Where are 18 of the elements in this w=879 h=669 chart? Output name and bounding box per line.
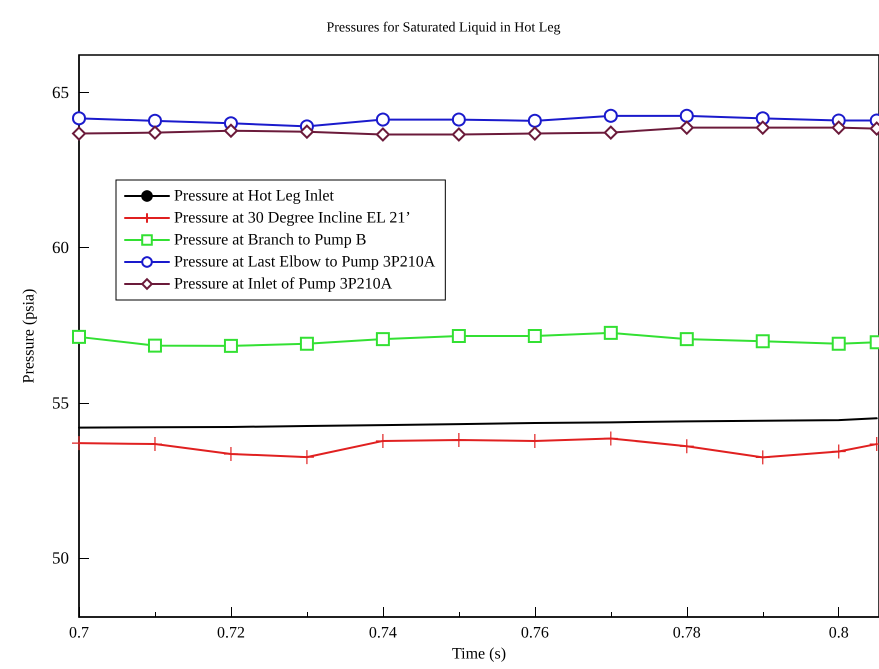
- y-axis-title: Pressure (psia): [20, 288, 38, 384]
- x-tick-label: 0.74: [368, 624, 397, 642]
- x-tick-label: 0.78: [672, 624, 701, 642]
- y-tick-label: 55: [52, 393, 69, 412]
- x-tick-label: 0.72: [216, 624, 245, 642]
- x-tick-label: 0.7: [69, 624, 89, 642]
- x-axis-title: Time (s): [452, 645, 506, 662]
- x-tick-label: 0.76: [520, 624, 549, 642]
- legend-label: Pressure at 30 Degree Incline EL 21’: [174, 210, 411, 226]
- legend-label: Pressure at Last Elbow to Pump 3P210A: [174, 254, 436, 270]
- legend-label: Pressure at Inlet of Pump 3P210A: [174, 276, 393, 292]
- legend-label: Pressure at Hot Leg Inlet: [174, 188, 335, 204]
- chart-title: Pressures for Saturated Liquid in Hot Leg: [326, 20, 561, 36]
- x-tick-label: 0.8: [828, 624, 849, 642]
- y-tick-label: 65: [52, 82, 69, 102]
- y-tick-label: 60: [52, 238, 69, 258]
- y-tick-label: 50: [52, 548, 69, 568]
- legend-label: Pressure at Branch to Pump B: [174, 232, 366, 248]
